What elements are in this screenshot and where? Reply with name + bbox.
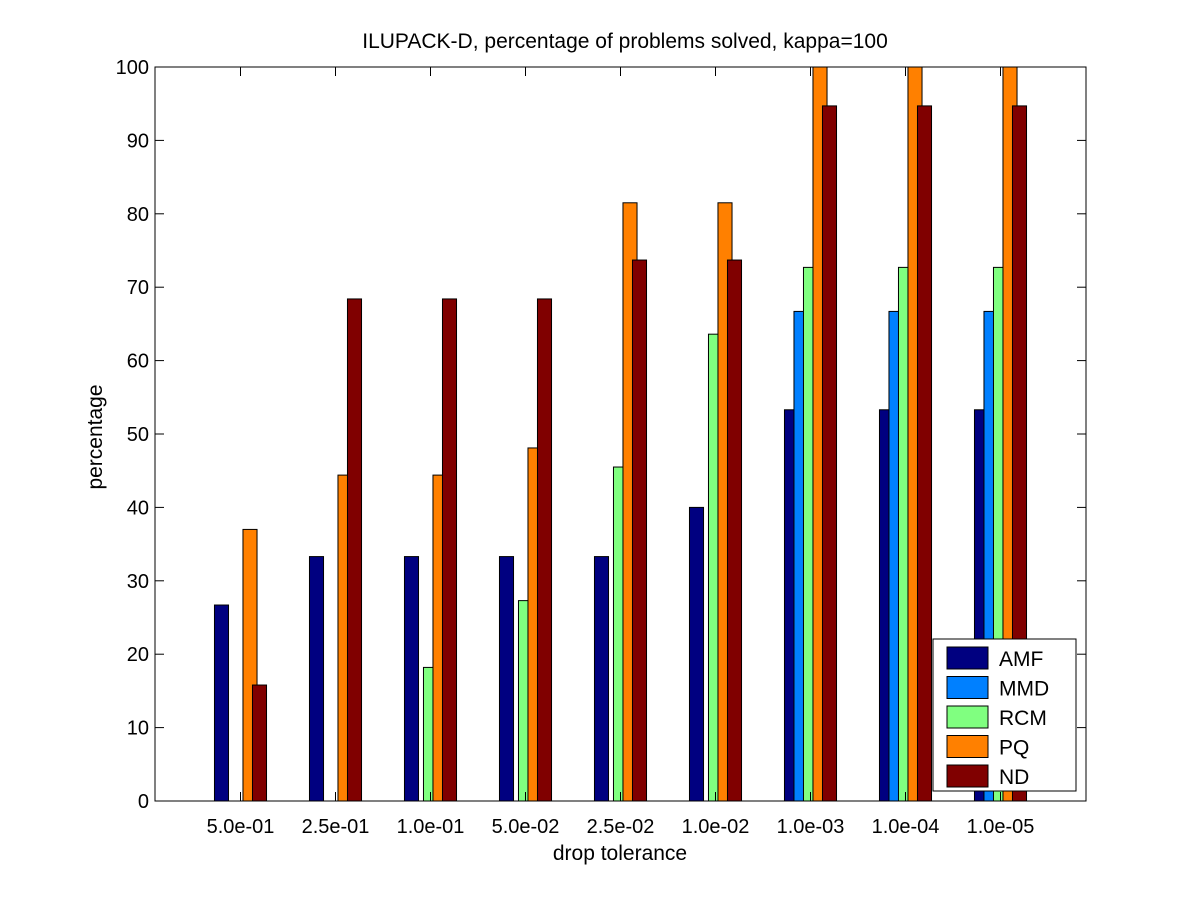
bar-amf-5-0e-02 xyxy=(498,556,515,802)
y-tick-label: 70 xyxy=(127,277,149,299)
x-tick-label: 1.0e-05 xyxy=(967,816,1035,838)
bar-nd-1-0e-02 xyxy=(726,259,743,802)
legend-label-pq: PQ xyxy=(999,737,1029,760)
bar-amf-2-5e-02 xyxy=(593,556,610,802)
bar-amf-1-0e-02 xyxy=(688,506,705,802)
y-tick-label: 30 xyxy=(127,571,149,593)
legend: AMF MMD RCM PQ ND xyxy=(932,638,1077,792)
bars-group xyxy=(213,66,1028,802)
bar-nd-1-0e-04 xyxy=(916,105,933,802)
bar-nd-1-0e-01 xyxy=(441,298,458,802)
x-tick-label: 2.5e-01 xyxy=(302,816,370,838)
y-tick-label: 20 xyxy=(127,644,149,666)
legend-label-nd: ND xyxy=(999,766,1029,789)
y-tick-label: 60 xyxy=(127,351,149,373)
bar-nd-2-5e-01 xyxy=(346,298,363,802)
y-tick-label: 40 xyxy=(127,497,149,519)
x-tick-label: 5.0e-01 xyxy=(207,816,275,838)
bar-nd-2-5e-02 xyxy=(631,259,648,802)
legend-swatch-rcm xyxy=(946,705,989,729)
x-tick-label: 2.5e-02 xyxy=(587,816,655,838)
bar-amf-5-0e-01 xyxy=(213,604,230,802)
y-tick-label: 50 xyxy=(127,424,149,446)
x-tick-label: 5.0e-02 xyxy=(492,816,560,838)
bar-amf-2-5e-01 xyxy=(308,556,325,802)
axes-group: 0 10 20 30 40 50 60 70 80 90 100 5.0e-01 2.5e-01 1.0e… xyxy=(116,57,1087,838)
legend-label-amf: AMF xyxy=(999,648,1043,671)
legend-swatch-pq xyxy=(946,735,989,758)
bar-nd-1-0e-03 xyxy=(821,105,838,802)
y-tick-label: 90 xyxy=(127,130,149,152)
y-tick-label: 0 xyxy=(138,791,149,813)
legend-label-rcm: RCM xyxy=(999,707,1047,730)
bar-amf-1-0e-01 xyxy=(403,556,420,802)
x-tick-label: 1.0e-04 xyxy=(872,816,940,838)
legend-swatch-amf xyxy=(946,646,989,670)
y-tick-label: 10 xyxy=(127,718,149,740)
x-tick-label: 1.0e-03 xyxy=(777,816,845,838)
y-axis-label: percentage xyxy=(84,384,107,489)
x-axis-label: drop tolerance xyxy=(553,842,687,865)
y-tick-label: 80 xyxy=(127,204,149,226)
legend-swatch-mmd xyxy=(946,676,989,699)
chart-title: ILUPACK-D, percentage of problems solved… xyxy=(362,30,888,53)
x-tick-label: 1.0e-02 xyxy=(682,816,750,838)
legend-swatch-nd xyxy=(946,764,989,788)
y-tick-label: 100 xyxy=(116,57,149,79)
legend-label-mmd: MMD xyxy=(999,678,1049,701)
x-tick-label: 1.0e-01 xyxy=(397,816,465,838)
bar-nd-5-0e-01 xyxy=(251,684,268,802)
bar-nd-5-0e-02 xyxy=(536,298,553,802)
